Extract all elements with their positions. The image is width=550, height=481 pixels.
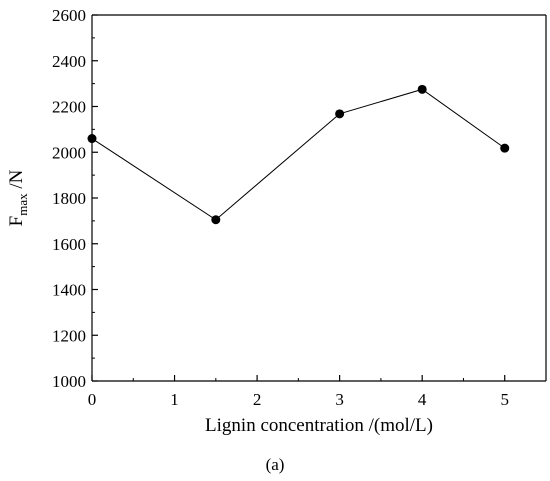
data-point xyxy=(211,215,221,225)
y-axis-title-subscript: max xyxy=(15,193,30,216)
y-tick-label: 1800 xyxy=(52,189,86,208)
x-tick-label: 3 xyxy=(335,390,344,409)
y-tick-label: 1400 xyxy=(52,281,86,300)
data-point xyxy=(335,109,345,119)
y-axis-title: Fmax /N xyxy=(6,169,30,226)
x-axis-ticks: 0 1 2 3 4 5 xyxy=(88,375,547,409)
y-tick-label: 1000 xyxy=(52,372,86,391)
y-tick-label: 2600 xyxy=(52,6,86,25)
y-tick-label: 1600 xyxy=(52,235,86,254)
x-tick-label: 4 xyxy=(418,390,427,409)
x-axis-title: Lignin concentration /(mol/L) xyxy=(205,415,433,436)
data-point xyxy=(500,143,510,153)
y-axis-title-main: F xyxy=(6,216,27,227)
y-axis-title-unit: /N xyxy=(6,169,27,193)
y-tick-label: 2400 xyxy=(52,52,86,71)
series-layer xyxy=(87,84,510,225)
y-tick-label: 1200 xyxy=(52,326,86,345)
y-tick-label: 2000 xyxy=(52,143,86,162)
x-tick-label: 2 xyxy=(253,390,262,409)
y-tick-label: 2200 xyxy=(52,98,86,117)
data-point xyxy=(417,84,427,94)
panel-label: (a) xyxy=(266,455,285,474)
x-tick-label: 5 xyxy=(500,390,509,409)
x-tick-label: 0 xyxy=(88,390,97,409)
x-tick-label: 1 xyxy=(170,390,179,409)
series-line xyxy=(91,88,506,221)
y-axis-ticks: 1000 1200 1400 1600 1800 2000 2200 2400 2600 xyxy=(52,6,98,391)
